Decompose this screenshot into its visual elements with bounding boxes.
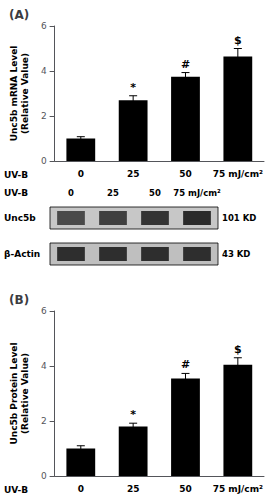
svg-text:0: 0 [78, 484, 84, 494]
svg-text:43 KD: 43 KD [222, 249, 250, 259]
svg-text:4: 4 [41, 361, 47, 371]
svg-text:6: 6 [41, 306, 47, 316]
svg-text:75 mJ/cm²: 75 mJ/cm² [213, 169, 263, 179]
svg-text:101 KD: 101 KD [222, 213, 256, 223]
svg-text:0: 0 [41, 156, 47, 166]
svg-text:#: # [181, 358, 190, 371]
svg-text:$: $ [234, 34, 242, 47]
svg-text:(A): (A) [9, 8, 29, 22]
svg-text:UV-B: UV-B [4, 188, 28, 198]
svg-text:UV-B: UV-B [4, 485, 28, 495]
svg-text:Unc5b Protein Level: Unc5b Protein Level [9, 342, 19, 444]
svg-text:0: 0 [68, 188, 74, 198]
svg-text:50: 50 [179, 484, 192, 494]
svg-text:Unc5b: Unc5b [4, 213, 36, 223]
svg-text:$: $ [234, 343, 242, 356]
svg-text:*: * [130, 408, 136, 421]
svg-text:(B): (B) [9, 293, 29, 307]
svg-text:50: 50 [149, 188, 161, 198]
svg-text:4: 4 [41, 66, 47, 76]
svg-text:50: 50 [179, 169, 192, 179]
svg-text:0: 0 [78, 169, 84, 179]
svg-text:75 mJ/cm²: 75 mJ/cm² [173, 188, 221, 198]
svg-text:25: 25 [107, 188, 119, 198]
svg-text:(Relative Value): (Relative Value) [20, 53, 30, 134]
svg-text:25: 25 [127, 169, 140, 179]
svg-text:2: 2 [41, 111, 47, 121]
svg-text:2: 2 [41, 416, 47, 426]
svg-text:Unc5b mRNA Level: Unc5b mRNA Level [9, 46, 19, 142]
svg-text:#: # [181, 58, 190, 71]
svg-text:(Relative Value): (Relative Value) [20, 353, 30, 434]
svg-text:6: 6 [41, 21, 47, 31]
svg-text:0: 0 [41, 471, 47, 481]
svg-text:*: * [130, 81, 136, 94]
svg-text:75 mJ/cm²: 75 mJ/cm² [213, 484, 263, 494]
svg-text:β-Actin: β-Actin [4, 249, 40, 259]
svg-text:25: 25 [127, 484, 140, 494]
svg-text:UV-B: UV-B [4, 170, 28, 180]
